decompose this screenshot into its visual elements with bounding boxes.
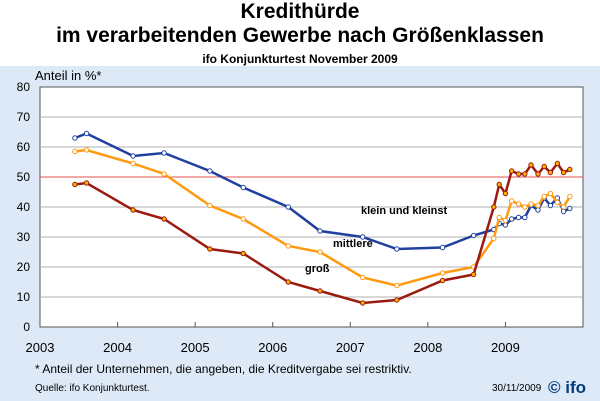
data-point [567, 205, 573, 212]
data-point [547, 169, 554, 176]
data-point [439, 277, 446, 284]
data-point [359, 234, 366, 240]
y-tick-label: 70 [17, 110, 31, 124]
x-tick-label: 2008 [413, 340, 442, 355]
x-tick-label: 2009 [491, 340, 520, 355]
data-point [83, 180, 90, 186]
data-point [491, 235, 497, 242]
series-label: groß [305, 263, 330, 275]
y-tick-label: 80 [17, 80, 31, 94]
data-point [496, 214, 502, 221]
data-point [317, 228, 323, 234]
data-point [130, 160, 136, 167]
ifo-logo: © ifo [548, 378, 587, 397]
data-point [470, 232, 477, 239]
y-tick-label: 30 [17, 230, 31, 244]
data-point [83, 130, 90, 137]
data-point [547, 202, 554, 209]
data-point [359, 274, 366, 281]
data-point [207, 246, 213, 252]
data-point [515, 171, 522, 177]
data-point [508, 168, 515, 174]
series-label: klein und kleinst [361, 205, 448, 217]
data-point [130, 207, 136, 213]
data-point [130, 153, 136, 159]
x-tick-label: 2003 [26, 340, 55, 355]
data-point [535, 171, 541, 177]
data-point [502, 222, 509, 228]
data-point [508, 216, 515, 222]
data-point [535, 202, 541, 209]
data-point [207, 168, 213, 174]
data-point [515, 201, 522, 207]
data-point [161, 171, 167, 177]
data-point [394, 297, 400, 303]
data-point [161, 216, 167, 222]
data-point [528, 201, 534, 207]
data-point [554, 199, 561, 206]
data-point [535, 207, 541, 213]
y-tick-label: 0 [23, 320, 30, 334]
data-point [528, 162, 534, 168]
data-point [240, 184, 246, 191]
data-point [522, 214, 528, 221]
data-point [515, 214, 522, 221]
data-point [285, 243, 291, 249]
data-point [502, 217, 509, 224]
data-point [161, 150, 167, 156]
data-point [83, 147, 90, 153]
data-point [522, 204, 528, 210]
data-point [285, 279, 291, 285]
chart-title-line2: im verarbeitenden Gewerbe nach Größenkla… [56, 24, 544, 47]
data-point [285, 204, 291, 210]
data-point [522, 171, 528, 177]
series-label: mittlere [333, 238, 373, 250]
data-point [470, 271, 477, 278]
y-tick-label: 50 [17, 170, 31, 184]
date: 30/11/2009 [492, 383, 542, 394]
data-point [567, 193, 573, 200]
y-tick-label: 10 [17, 290, 31, 304]
data-point [240, 216, 246, 222]
data-point [508, 198, 515, 204]
data-point [547, 190, 554, 197]
y-tick-label: 20 [17, 260, 31, 274]
data-point [394, 246, 400, 252]
data-point [560, 208, 567, 215]
data-point [541, 163, 547, 170]
data-point [317, 288, 323, 294]
data-point [394, 282, 400, 289]
data-point [72, 135, 78, 141]
data-point [207, 202, 213, 209]
x-tick-label: 2004 [103, 340, 132, 355]
data-point [560, 169, 567, 176]
chart-title: Kredithürde [240, 0, 360, 23]
y-tick-label: 40 [17, 200, 31, 214]
data-point [72, 148, 78, 155]
x-tick-label: 2007 [336, 340, 365, 355]
data-point [541, 193, 547, 200]
chart-subtitle: ifo Konjunkturtest November 2009 [202, 52, 398, 66]
source: Quelle: ifo Konjunkturtest. [35, 383, 150, 394]
data-point [439, 270, 446, 276]
x-tick-label: 2006 [258, 340, 287, 355]
data-point [439, 244, 446, 251]
data-point [496, 181, 502, 188]
y-axis-label: Anteil in %* [35, 68, 102, 83]
x-tick-label: 2005 [181, 340, 210, 355]
data-point [317, 249, 323, 255]
footnote: * Anteil der Unternehmen, die angeben, d… [35, 362, 412, 376]
data-point [240, 250, 246, 257]
data-point [359, 300, 366, 306]
data-point [567, 166, 573, 173]
y-tick-label: 60 [17, 140, 31, 154]
data-point [491, 204, 497, 210]
data-point [72, 181, 78, 188]
data-point [560, 204, 567, 210]
data-point [502, 190, 509, 197]
data-point [554, 160, 561, 167]
